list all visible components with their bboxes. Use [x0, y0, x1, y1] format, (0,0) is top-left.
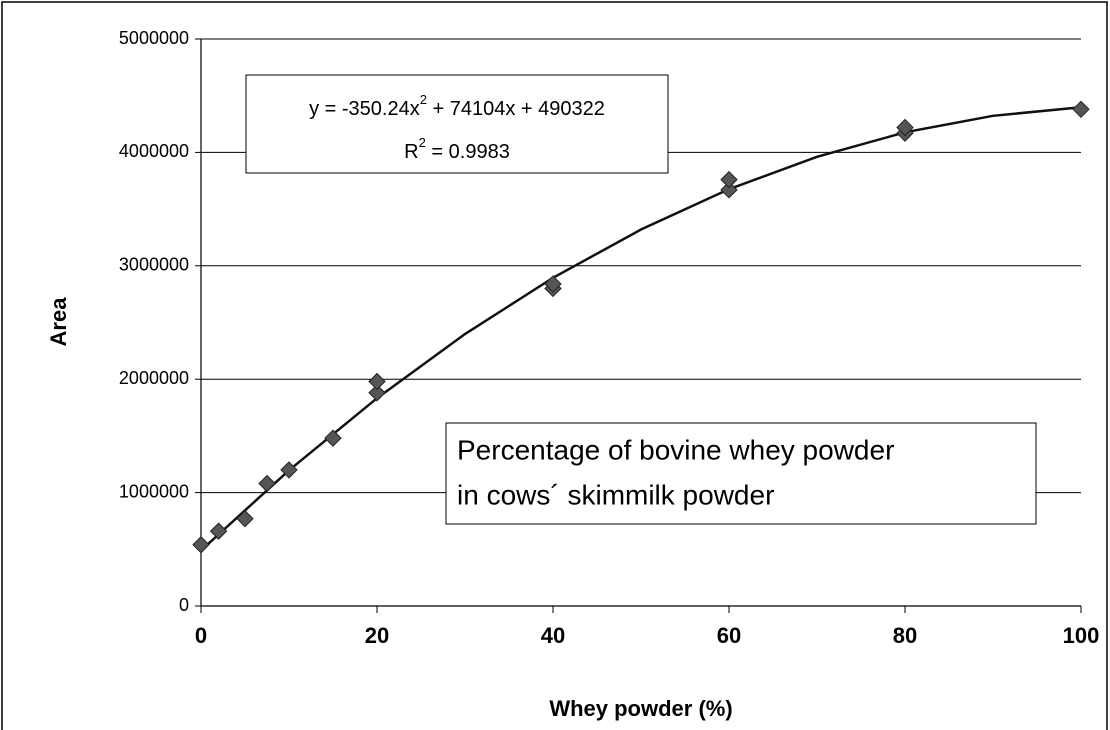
- data-point: [720, 170, 738, 189]
- data-point: [209, 522, 228, 540]
- r-squared-exponent: 2: [419, 135, 426, 150]
- data-point: [720, 181, 738, 199]
- annotation-line: in cows´ skimmilk powder: [457, 479, 774, 510]
- y-axis-label: Area: [46, 297, 71, 347]
- y-tick-label: 3000000: [119, 255, 189, 275]
- data-point: [896, 118, 914, 137]
- y-tick-label: 5000000: [119, 28, 189, 48]
- equation-box: [245, 74, 669, 174]
- data-point: [368, 372, 386, 391]
- data-point: [368, 384, 386, 402]
- data-point: [280, 461, 298, 479]
- trendline: [200, 105, 1082, 552]
- data-point: [1072, 100, 1090, 119]
- data-point: [544, 275, 562, 293]
- x-tick-label: 40: [541, 623, 565, 648]
- equation-part: y = -350.24x: [309, 98, 420, 120]
- r-squared-part: R: [404, 141, 418, 163]
- y-tick-label: 1000000: [119, 481, 189, 501]
- x-tick-label: 20: [365, 623, 389, 648]
- x-tick-label: 0: [195, 623, 207, 648]
- y-tick-label: 2000000: [119, 368, 189, 388]
- data-point: [236, 509, 254, 528]
- equation-exponent: 2: [420, 92, 427, 107]
- annotation-box: [445, 422, 1037, 525]
- annotation-line: Percentage of bovine whey powder: [457, 434, 894, 465]
- data-point: [324, 429, 342, 447]
- r-squared-part: = 0.9983: [426, 141, 510, 163]
- data-point: [192, 536, 210, 554]
- x-tick-label: 80: [893, 623, 917, 648]
- y-tick-label: 4000000: [119, 141, 189, 161]
- x-tick-label: 60: [717, 623, 741, 648]
- x-axis-label: Whey powder (%): [549, 696, 732, 721]
- equation: y = -350.24x2 + 74104x + 490322: [309, 92, 605, 120]
- y-tick-label: 0: [179, 595, 189, 615]
- x-tick-label: 100: [1063, 623, 1100, 648]
- equation-part: + 74104x + 490322: [427, 98, 605, 120]
- data-point: [258, 474, 276, 493]
- r-squared: R2 = 0.9983: [404, 135, 510, 163]
